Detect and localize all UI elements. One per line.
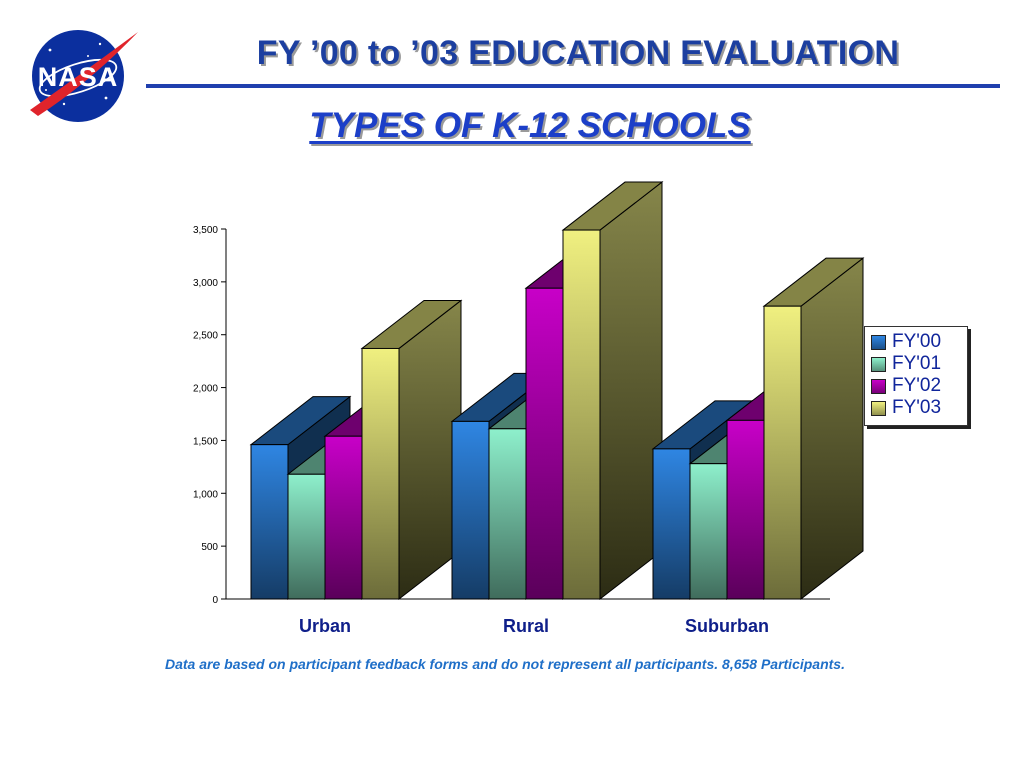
footnote: Data are based on participant feedback f… [165, 656, 845, 672]
legend-item: FY'02 [871, 375, 967, 397]
y-tick-label: 2,000 [193, 384, 218, 395]
chart-legend: FY'00 FY'01 FY'02 FY'03 [864, 326, 968, 426]
bar [562, 229, 601, 600]
y-tick-label: 500 [201, 542, 218, 553]
y-tick-label: 1,500 [193, 436, 218, 447]
slide-title: FY ’00 to ’03 EDUCATION EVALUATION [256, 34, 900, 72]
bar [451, 420, 490, 600]
bar [488, 428, 527, 600]
x-category-label: Rural [503, 616, 549, 636]
y-tick-label: 2,500 [193, 331, 218, 342]
bar [763, 305, 802, 600]
bar [361, 347, 400, 600]
legend-label: FY'02 [892, 375, 942, 396]
x-category-label: Urban [299, 616, 351, 636]
y-tick-label: 1,000 [193, 489, 218, 500]
bar [287, 473, 326, 600]
legend-label: FY'03 [892, 397, 942, 418]
bar [689, 463, 728, 600]
y-tick-label: 0 [212, 595, 218, 606]
legend-item: FY'03 [871, 397, 967, 419]
legend-swatch [871, 334, 886, 350]
bar [525, 287, 564, 600]
legend-item: FY'01 [871, 353, 967, 375]
legend-swatch [871, 400, 886, 416]
legend-label: FY'00 [892, 331, 942, 352]
bar-side [800, 257, 864, 601]
bar [324, 435, 363, 600]
logo-text: NASA [38, 62, 119, 92]
x-category-label: Suburban [685, 616, 769, 636]
bar [726, 419, 765, 600]
chart-title: TYPES OF K-12 SCHOOLS [309, 106, 751, 145]
y-tick-label: 3,500 [193, 225, 218, 236]
bar [652, 448, 691, 600]
legend-swatch [871, 378, 886, 394]
bar [250, 444, 289, 600]
title-divider [146, 84, 1000, 88]
legend-item: FY'00 [871, 331, 967, 353]
nasa-logo: NASA [30, 30, 138, 122]
y-tick-label: 3,000 [193, 278, 218, 289]
legend-swatch [871, 356, 886, 372]
legend-label: FY'01 [892, 353, 942, 374]
